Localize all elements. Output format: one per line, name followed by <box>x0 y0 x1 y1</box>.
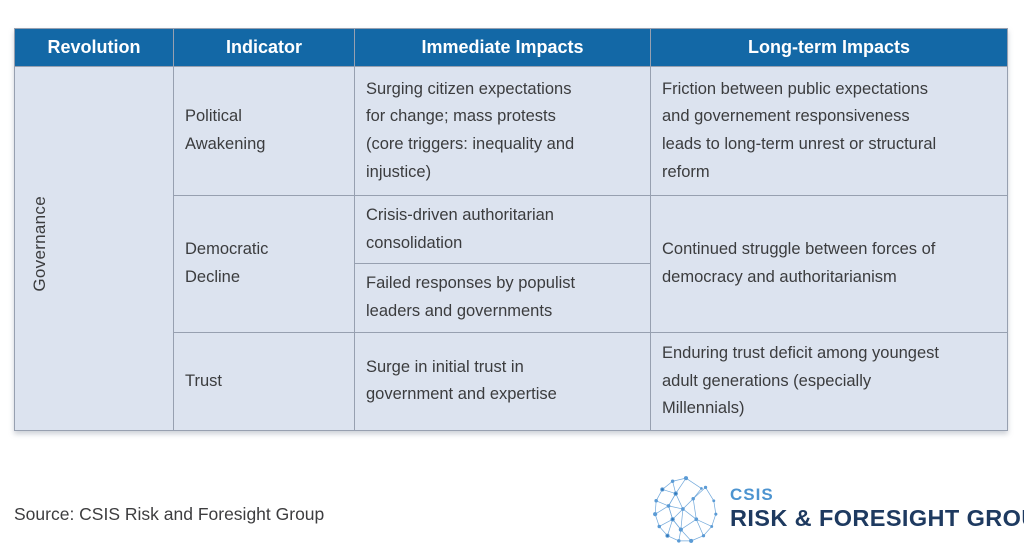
csis-logo: CSIS RISK & FORESIGHT GROUP <box>650 473 1024 545</box>
logo-org-name: CSIS <box>730 485 774 505</box>
table-header-row: Revolution Indicator Immediate Impacts L… <box>14 28 1008 67</box>
header-indicator: Indicator <box>173 28 355 67</box>
immediate-political-awakening: Surging citizen expectations for change;… <box>354 66 651 196</box>
impacts-table: Revolution Indicator Immediate Impacts L… <box>14 28 1008 431</box>
source-caption: Source: CSIS Risk and Foresight Group <box>14 504 325 524</box>
logo-text: CSIS RISK & FORESIGHT GROUP <box>730 485 1024 532</box>
indicator-political-awakening: Political Awakening <box>173 66 355 196</box>
longterm-trust: Enduring trust deficit among youngest ad… <box>650 331 1008 431</box>
table-row: Democratic Decline Crisis-driven authori… <box>15 194 1008 333</box>
table-row: Governance Political Awakening Surging c… <box>14 66 1008 431</box>
indicator-democratic-decline: Democratic Decline <box>173 195 355 333</box>
immediate-trust: Surge in initial trust in government and… <box>354 331 651 431</box>
table-row: Failed responses by populist leaders and… <box>15 263 1008 333</box>
indicator-trust: Trust <box>173 331 355 431</box>
logo-group-name: RISK & FORESIGHT GROUP <box>730 504 1024 531</box>
network-globe-icon <box>653 476 718 543</box>
table-row: Trust Surge in initial trust in governme… <box>15 331 1008 431</box>
header-long-term-impacts: Long-term Impacts <box>650 28 1008 67</box>
revolution-governance-cell: Governance <box>14 66 174 431</box>
longterm-democratic-decline: Continued struggle between forces of dem… <box>650 195 1008 333</box>
immediate-failed-responses: Failed responses by populist leaders and… <box>354 263 651 333</box>
governance-label: Governance <box>30 195 49 292</box>
header-revolution: Revolution <box>14 28 174 67</box>
header-immediate-impacts: Immediate Impacts <box>354 28 651 67</box>
longterm-political-awakening: Friction between public expectations and… <box>650 66 1008 196</box>
immediate-crisis-driven: Crisis-driven authoritarian consolidatio… <box>354 194 651 265</box>
